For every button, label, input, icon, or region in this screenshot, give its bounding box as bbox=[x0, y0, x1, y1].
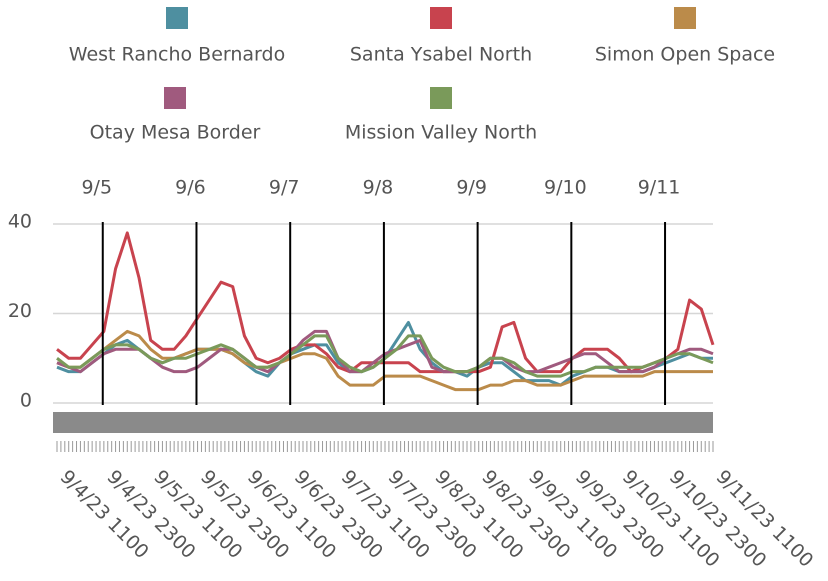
legend-label: Simon Open Space bbox=[595, 44, 775, 66]
y-tick-label: 40 bbox=[8, 211, 32, 233]
scrollbar[interactable] bbox=[53, 412, 713, 433]
legend-label: Otay Mesa Border bbox=[90, 122, 261, 144]
legend-swatch bbox=[166, 7, 188, 29]
series-line bbox=[56, 231, 715, 374]
legend-label: West Rancho Bernardo bbox=[69, 44, 285, 66]
minor-ticks bbox=[56, 441, 714, 452]
legend-swatch bbox=[430, 7, 452, 29]
legend-label: Mission Valley North bbox=[345, 122, 537, 144]
series-line bbox=[56, 334, 714, 378]
day-label: 9/9 bbox=[456, 177, 487, 199]
day-label: 9/8 bbox=[363, 177, 394, 199]
legend-label: Santa Ysabel North bbox=[350, 44, 532, 66]
series-line bbox=[56, 329, 714, 374]
day-label: 9/6 bbox=[175, 177, 206, 199]
day-label: 9/10 bbox=[544, 177, 587, 199]
y-tick-label: 0 bbox=[20, 390, 32, 412]
day-label: 9/11 bbox=[638, 177, 681, 199]
y-tick-label: 20 bbox=[8, 300, 32, 322]
series-line bbox=[56, 329, 713, 392]
day-label: 9/7 bbox=[269, 177, 300, 199]
legend-swatch bbox=[674, 7, 696, 29]
legend-swatch bbox=[430, 87, 452, 109]
day-label: 9/5 bbox=[81, 177, 112, 199]
legend-swatch bbox=[164, 87, 186, 109]
